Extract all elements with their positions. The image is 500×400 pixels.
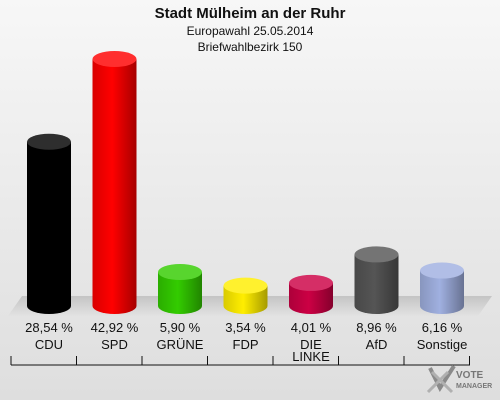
bars [27, 51, 464, 314]
value-label: 28,54 % [25, 320, 73, 335]
bar-gr-ne [158, 264, 202, 314]
bar-cdu [27, 133, 71, 314]
value-label: 5,90 % [160, 320, 201, 335]
vote-manager-logo: VOTE MANAGER [426, 364, 492, 394]
chart-title: Stadt Mülheim an der Ruhr [154, 5, 346, 22]
category-label: AfD [366, 337, 388, 352]
category-label: SPD [101, 337, 128, 352]
category-axis [10, 356, 470, 366]
bar-die-linke [289, 274, 333, 314]
value-label: 6,16 % [422, 320, 463, 335]
category-label: CDU [35, 337, 63, 352]
labels: 28,54 % CDU 42,92 % SPD 5,90 % GRÜNE 3,54 % FDP… [10, 320, 470, 366]
bar-afd [354, 246, 399, 314]
category-label: DIE LINKE [292, 337, 330, 364]
category-label: FDP [233, 337, 259, 352]
bar-fdp [223, 277, 268, 314]
logo-text-vote: VOTE [456, 370, 484, 381]
category-label: Sonstige [417, 337, 468, 352]
value-label: 42,92 % [91, 320, 139, 335]
value-label: 8,96 % [356, 320, 397, 335]
logo-text-manager: MANAGER [456, 383, 492, 390]
value-label: 4,01 % [291, 320, 332, 335]
chart-header: Stadt Mülheim an der Ruhr Europawahl 25.… [0, 4, 500, 55]
chart-subtitle-district: Briefwahlbezirk 150 [197, 40, 303, 54]
category-label: GRÜNE [157, 337, 204, 352]
bar-spd [92, 51, 137, 314]
chart-subtitle-election: Europawahl 25.05.2014 [186, 24, 314, 38]
value-label: 3,54 % [225, 320, 266, 335]
bar-sonstige [420, 262, 464, 314]
